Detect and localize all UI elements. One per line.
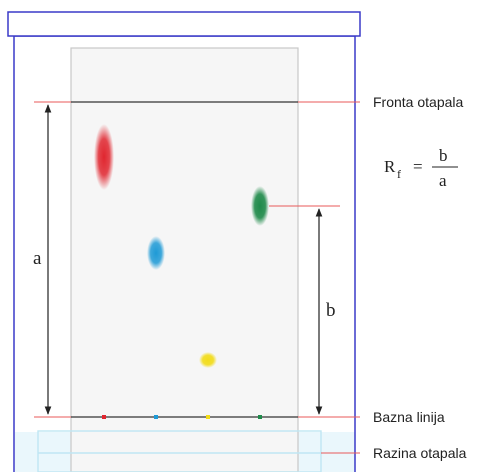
solvent-level-label: Razina otapala (373, 445, 467, 461)
solvent-level-box (37, 430, 322, 472)
origin-dot-green (258, 415, 262, 419)
spot-green (251, 186, 269, 226)
origin-dot-red (102, 415, 106, 419)
spot-yellow (199, 352, 217, 368)
baseline-label: Bazna linija (373, 409, 445, 425)
origin-dot-blue (154, 415, 158, 419)
rf-numerator: b (439, 146, 448, 165)
distance-b-label: b (326, 300, 336, 321)
rf-subscript: f (397, 167, 401, 181)
rf-formula: R f = b a (384, 146, 458, 190)
rf-symbol: R (384, 157, 396, 176)
solvent-front-label: Fronta otapala (373, 94, 463, 110)
distance-a-label: a (33, 248, 42, 269)
tank-lid (7, 11, 361, 37)
rf-denominator: a (439, 171, 447, 190)
spot-red (94, 124, 114, 190)
rf-equals: = (413, 157, 423, 176)
tlc-plate (70, 47, 299, 472)
spot-blue (147, 236, 165, 270)
origin-dot-yellow (206, 415, 210, 419)
